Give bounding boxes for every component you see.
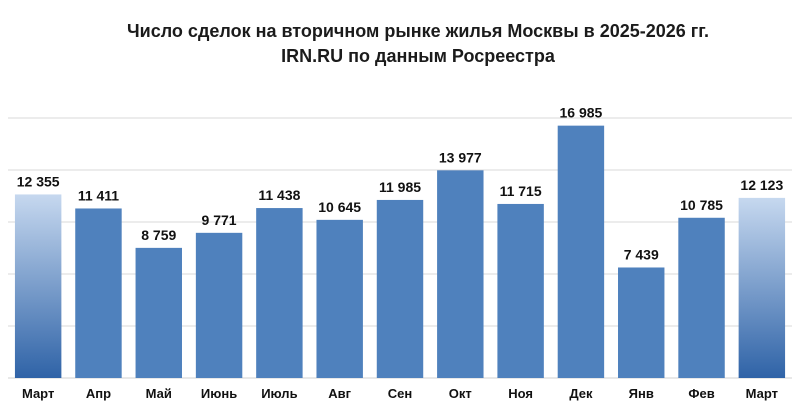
x-tick-label: Авг [328,386,351,401]
x-tick-label: Март [22,386,54,401]
bar-3 [135,247,182,378]
x-tick-label: Окт [449,386,472,401]
bars [14,125,786,379]
bar-13 [738,197,786,378]
x-tick-label: Апр [86,386,111,401]
bar-5 [256,208,303,378]
data-label: 12 355 [17,173,60,189]
bar-4 [195,232,243,378]
bar-9 [497,203,544,378]
x-axis-ticks: Март Апр Май Июнь Июль Авг Сен Окт Ноя Дек Янв Фев М… [22,386,778,401]
x-tick-label: Янв [629,386,654,401]
x-tick-label: Май [146,386,172,401]
bar-2 [75,208,122,378]
x-tick-label: Ноя [508,386,533,401]
data-label: 10 645 [318,199,361,215]
bar-12 [678,217,725,378]
chart-subtitle: IRN.RU по данным Росреестра [281,46,556,66]
x-tick-label: Фев [688,386,714,401]
bar-10 [557,125,605,379]
bar-7 [376,199,424,378]
bar-1 [14,194,62,378]
x-tick-label: Дек [569,386,593,401]
data-label: 11 715 [500,183,542,199]
data-label: 11 411 [78,187,119,203]
data-label: 7 439 [624,246,659,262]
data-label: 12 123 [740,177,783,193]
data-label: 8 759 [141,227,176,243]
data-label: 11 985 [379,179,421,195]
x-tick-label: Март [746,386,778,401]
x-tick-label: Сен [388,386,412,401]
data-label: 16 985 [560,105,603,121]
data-label: 11 438 [258,187,300,203]
bar-8 [437,170,484,378]
bar-6 [316,219,363,378]
data-labels: 12 355 11 411 8 759 9 771 11 438 10 645 11 985… [17,105,784,263]
x-tick-label: Июль [261,386,297,401]
data-label: 13 977 [439,149,482,165]
data-label: 9 771 [202,212,237,228]
bar-11 [618,267,665,378]
data-label: 10 785 [680,197,723,213]
x-tick-label: Июнь [201,386,237,401]
chart-title: Число сделок на вторичном рынке жилья Мо… [127,21,709,41]
